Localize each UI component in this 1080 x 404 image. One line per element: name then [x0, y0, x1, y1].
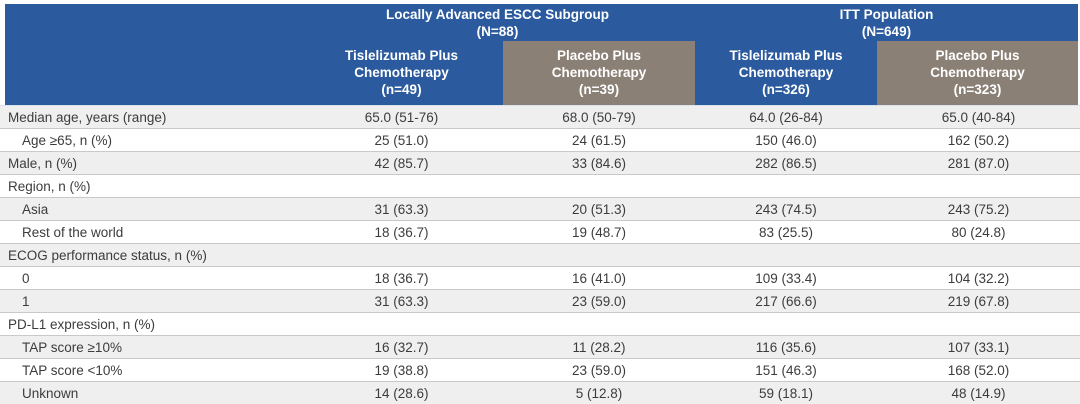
data-cell: 217 (66.6) [755, 293, 817, 309]
column-header-n: (n=49) [381, 82, 422, 97]
table-row-age-ge65: Age ≥65, n (%) 25 (51.0) 24 (61.5) 150 (… [0, 128, 1080, 151]
data-cell: 68.0 (50-79) [562, 109, 636, 125]
data-cell: 23 (59.0) [571, 293, 627, 309]
column-header-line: Chemotherapy [738, 65, 834, 80]
data-cell: 11 (28.2) [572, 339, 626, 355]
column-header-placebo-itt: Placebo Plus Chemotherapy (n=323) [877, 41, 1078, 105]
data-cell: 243 (74.5) [755, 201, 817, 217]
group-header-escc-title: Locally Advanced ESCC Subgroup [385, 7, 610, 22]
placebo-escc-column-background [503, 41, 695, 105]
table-row-ecog-0: 0 18 (36.7) 16 (41.0) 109 (33.4) 104 (32… [0, 266, 1080, 289]
data-cell: 65.0 (51-76) [364, 109, 439, 125]
data-cell: 151 (46.3) [755, 362, 817, 378]
column-header-line: Tislelizumab Plus [729, 48, 843, 63]
table-row-male: Male, n (%) 42 (85.7) 33 (84.6) 282 (86.… [0, 151, 1080, 174]
data-cell: 14 (28.6) [374, 385, 429, 401]
data-cell: 104 (32.2) [947, 270, 1010, 286]
row-label: PD-L1 expression, n (%) [8, 316, 156, 332]
data-cell: 281 (87.0) [947, 155, 1010, 171]
row-label: TAP score ≥10% [22, 339, 122, 355]
row-label: Male, n (%) [8, 155, 78, 171]
table-row-pdl1-expression: PD-L1 expression, n (%) [0, 312, 1080, 335]
table-row-tap-ge10: TAP score ≥10% 16 (32.7) 11 (28.2) 116 (… [0, 335, 1080, 358]
row-label: Median age, years (range) [8, 109, 167, 125]
data-cell: 116 (35.6) [755, 339, 817, 355]
table-row-tap-lt10: TAP score <10% 19 (38.8) 23 (59.0) 151 (… [0, 358, 1080, 381]
table-header: Locally Advanced ESCC Subgroup (N=88) IT… [5, 4, 1078, 105]
column-header-line: Chemotherapy [551, 65, 647, 80]
data-cell: 23 (59.0) [571, 362, 627, 378]
data-cell: 19 (38.8) [374, 362, 429, 378]
row-label: Unknown [22, 385, 79, 401]
column-header-line: Placebo Plus [935, 48, 1020, 63]
data-cell: 107 (33.1) [947, 339, 1010, 355]
data-cell: 59 (18.1) [758, 385, 814, 401]
data-cell: 5 (12.8) [575, 385, 623, 401]
group-header-itt-population: ITT Population (N=649) [695, 4, 1078, 41]
data-cell: 16 (32.7) [374, 339, 429, 355]
data-cell: 83 (25.5) [758, 224, 814, 240]
column-header-tislelizumab-escc: Tislelizumab Plus Chemotherapy (n=49) [300, 41, 503, 105]
column-header-line: Placebo Plus [556, 48, 642, 63]
group-header-itt-n: (N=649) [861, 24, 912, 39]
data-cell: 80 (24.8) [951, 224, 1006, 240]
row-label: TAP score <10% [22, 362, 123, 378]
column-header-placebo-escc: Placebo Plus Chemotherapy (n=39) [503, 41, 695, 105]
column-header-line: Chemotherapy [930, 65, 1025, 80]
column-header-line: Tislelizumab Plus [344, 48, 459, 63]
table-row-rest-of-world: Rest of the world 18 (36.7) 19 (48.7) 83… [0, 220, 1080, 243]
data-cell: 33 (84.6) [571, 155, 627, 171]
column-header-tislelizumab-itt: Tislelizumab Plus Chemotherapy (n=326) [695, 41, 877, 105]
group-header-escc-n: (N=88) [476, 24, 519, 39]
table-row-ecog-1: 1 31 (63.3) 23 (59.0) 217 (66.6) 219 (67… [0, 289, 1080, 312]
row-label: 0 [22, 270, 30, 286]
data-cell: 19 (48.7) [571, 224, 627, 240]
column-header-n: (n=39) [578, 82, 620, 97]
placebo-itt-column-background [877, 41, 1078, 105]
data-cell: 16 (41.0) [571, 270, 627, 286]
data-cell: 150 (46.0) [755, 132, 817, 148]
group-header-itt-title: ITT Population [839, 7, 934, 22]
data-cell: 162 (50.2) [947, 132, 1010, 148]
data-cell: 48 (14.9) [951, 385, 1006, 401]
data-cell: 31 (63.3) [374, 201, 429, 217]
data-cell: 64.0 (26-84) [749, 109, 823, 125]
data-cell: 282 (86.5) [755, 155, 817, 171]
data-cell: 31 (63.3) [374, 293, 429, 309]
table-row-median-age: Median age, years (range) 65.0 (51-76) 6… [0, 105, 1080, 128]
data-cell: 65.0 (40-84) [941, 109, 1016, 125]
data-cell: 20 (51.3) [571, 201, 627, 217]
table-row-ecog-status: ECOG performance status, n (%) [0, 243, 1080, 266]
row-label: 1 [22, 293, 30, 309]
row-label: Asia [22, 201, 49, 217]
column-header-n: (n=326) [762, 82, 810, 97]
row-label: ECOG performance status, n (%) [8, 247, 207, 263]
row-label: Region, n (%) [8, 178, 91, 194]
row-label: Rest of the world [22, 224, 124, 240]
group-header-escc-subgroup: Locally Advanced ESCC Subgroup (N=88) [300, 4, 695, 41]
table-row-asia: Asia 31 (63.3) 20 (51.3) 243 (74.5) 243 … [0, 197, 1080, 220]
data-cell: 109 (33.4) [755, 270, 817, 286]
row-label: Age ≥65, n (%) [22, 132, 112, 148]
data-cell: 42 (85.7) [374, 155, 429, 171]
data-cell: 18 (36.7) [374, 270, 429, 286]
data-cell: 243 (75.2) [947, 201, 1010, 217]
data-cell: 18 (36.7) [374, 224, 429, 240]
data-cell: 25 (51.0) [374, 132, 429, 148]
data-cell: 219 (67.8) [947, 293, 1010, 309]
table-row-tap-unknown: Unknown 14 (28.6) 5 (12.8) 59 (18.1) 48 … [0, 381, 1080, 404]
data-cell: 168 (52.0) [947, 362, 1010, 378]
column-header-line: Chemotherapy [354, 65, 449, 80]
table-row-region: Region, n (%) [0, 174, 1080, 197]
table-body: Median age, years (range) 65.0 (51-76) 6… [0, 105, 1080, 404]
column-header-n: (n=323) [953, 82, 1002, 97]
data-cell: 24 (61.5) [571, 132, 627, 148]
